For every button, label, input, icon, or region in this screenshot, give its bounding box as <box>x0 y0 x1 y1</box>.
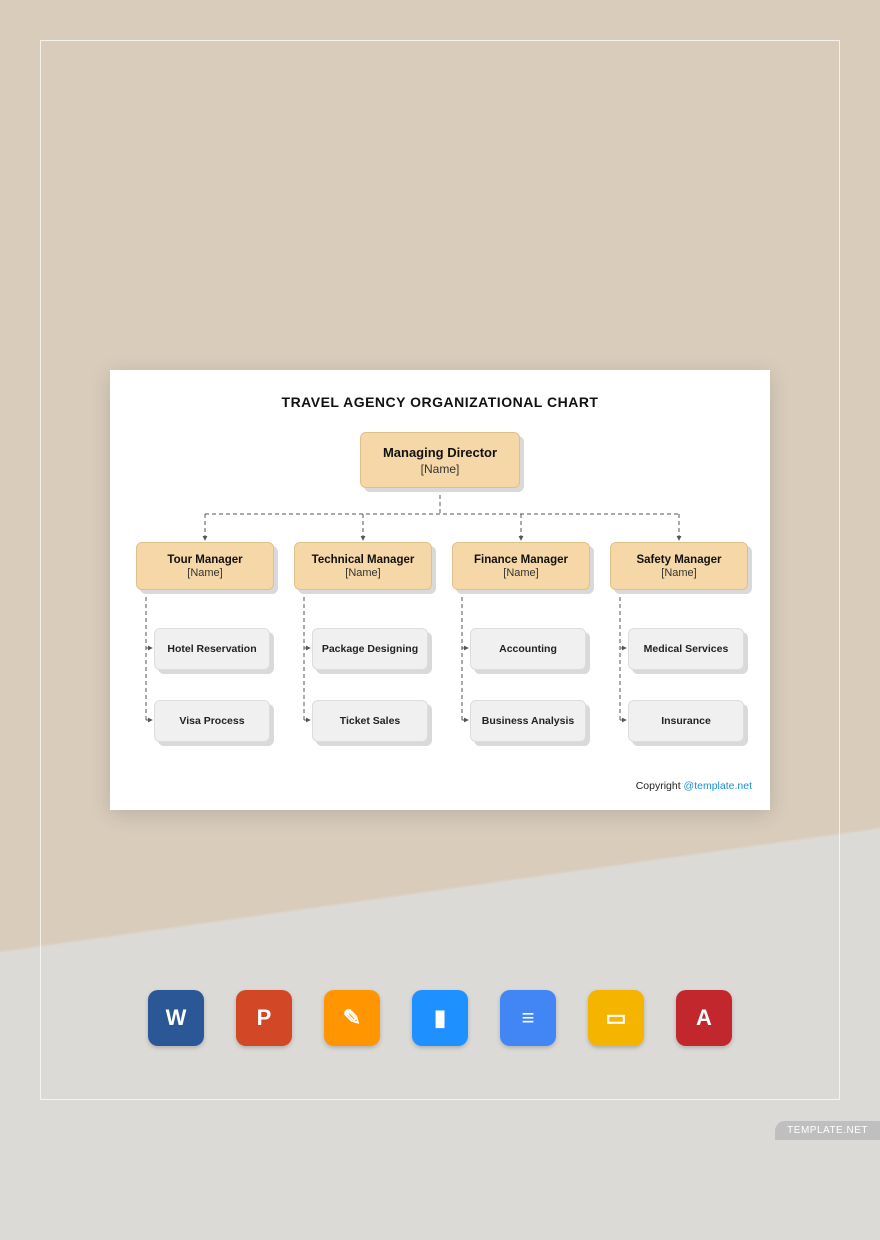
gslides-icon[interactable]: ▭ <box>588 990 644 1046</box>
app-icon-row: W P ✎ ▮ ≡ ▭ A <box>0 990 880 1046</box>
manager-name: [Name] <box>345 567 380 579</box>
manager-name: [Name] <box>661 567 696 579</box>
manager-node: Tour Manager [Name] <box>136 542 274 590</box>
sub-node: Package Designing <box>312 628 428 670</box>
manager-node: Technical Manager [Name] <box>294 542 432 590</box>
sub-node: Hotel Reservation <box>154 628 270 670</box>
sub-node: Accounting <box>470 628 586 670</box>
sub-node: Business Analysis <box>470 700 586 742</box>
gdocs-icon[interactable]: ≡ <box>500 990 556 1046</box>
manager-role: Technical Manager <box>312 554 415 566</box>
sub-node: Medical Services <box>628 628 744 670</box>
manager-name: [Name] <box>187 567 222 579</box>
pages-icon[interactable]: ✎ <box>324 990 380 1046</box>
manager-role: Safety Manager <box>636 554 721 566</box>
manager-role: Tour Manager <box>167 554 242 566</box>
root-name: [Name] <box>421 462 460 476</box>
org-chart-card: TRAVEL AGENCY ORGANIZATIONAL CHART <box>110 370 770 810</box>
sub-node: Ticket Sales <box>312 700 428 742</box>
watermark-badge: TEMPLATE.NET <box>775 1121 880 1140</box>
root-node: Managing Director [Name] <box>360 432 520 488</box>
root-role: Managing Director <box>383 445 497 460</box>
pdf-icon[interactable]: A <box>676 990 732 1046</box>
copyright-link[interactable]: @template.net <box>684 780 752 792</box>
chart-title: TRAVEL AGENCY ORGANIZATIONAL CHART <box>128 394 752 410</box>
copyright-line: Copyright @template.net <box>128 780 752 792</box>
word-icon[interactable]: W <box>148 990 204 1046</box>
copyright-prefix: Copyright <box>636 780 684 792</box>
keynote-icon[interactable]: ▮ <box>412 990 468 1046</box>
manager-node: Safety Manager [Name] <box>610 542 748 590</box>
sub-node: Insurance <box>628 700 744 742</box>
manager-role: Finance Manager <box>474 554 568 566</box>
manager-node: Finance Manager [Name] <box>452 542 590 590</box>
manager-name: [Name] <box>503 567 538 579</box>
sub-node: Visa Process <box>154 700 270 742</box>
powerpoint-icon[interactable]: P <box>236 990 292 1046</box>
org-chart: Managing Director [Name] Tour Manager [N… <box>128 432 752 772</box>
